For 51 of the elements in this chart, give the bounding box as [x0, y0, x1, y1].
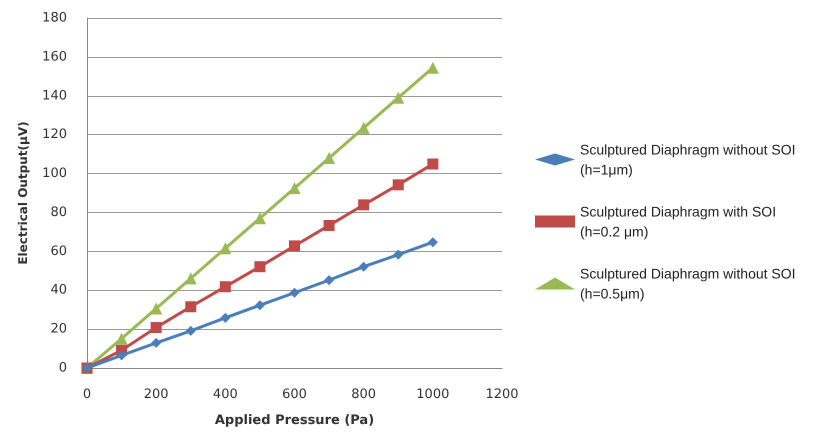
legend-label: Sculptured Diaphragm without SOI (h=0.5μm) — [580, 266, 800, 302]
y-tick-label: 40 — [50, 282, 67, 298]
x-tick-label: 0 — [82, 387, 92, 402]
point — [288, 182, 300, 194]
point — [220, 281, 231, 292]
y-tick-label: 0 — [58, 360, 67, 376]
point — [290, 288, 300, 298]
point — [254, 300, 265, 310]
point — [220, 312, 230, 323]
y-tick-label: 20 — [50, 322, 67, 337]
point — [254, 212, 266, 224]
point — [428, 237, 438, 248]
point — [116, 332, 128, 345]
point — [150, 302, 162, 314]
point — [324, 220, 335, 231]
point — [150, 322, 162, 334]
y-tick-label: 60 — [50, 244, 67, 259]
x-tick-label: 200 — [144, 387, 169, 402]
point — [358, 262, 369, 272]
point — [186, 326, 196, 336]
point — [426, 62, 439, 74]
y-tick-label: 180 — [42, 10, 67, 26]
point — [358, 122, 370, 134]
y-tick-label: 140 — [42, 88, 67, 104]
point — [358, 199, 370, 210]
x-tick-label: 1000 — [416, 387, 450, 402]
point — [254, 261, 266, 272]
point — [323, 152, 336, 164]
point — [185, 301, 196, 312]
legend-label: Sculptured Diaphragm with SOI (h=0.2 μm) — [580, 204, 780, 240]
point — [116, 350, 127, 360]
point — [324, 275, 334, 286]
x-axis-title: Applied Pressure (Pa) — [214, 413, 374, 428]
y-tick-label: 100 — [42, 166, 67, 182]
point — [393, 250, 404, 260]
point — [151, 338, 162, 348]
x-tick-label: 800 — [351, 387, 376, 402]
point — [392, 92, 404, 104]
y-tick-label: 80 — [50, 204, 67, 220]
y-axis-title: Electrical Output(μV) — [16, 121, 30, 265]
point — [219, 242, 232, 254]
y-tick-label: 120 — [42, 127, 67, 142]
y-tick-label: 160 — [42, 49, 67, 64]
x-tick-label: 1200 — [485, 387, 519, 402]
x-tick-label: 600 — [282, 387, 307, 402]
point — [289, 240, 300, 252]
point — [184, 272, 197, 284]
point — [392, 179, 404, 190]
point — [427, 158, 438, 170]
x-tick-label: 400 — [212, 387, 238, 402]
legend-label: Sculptured Diaphragm without SOI (h=1μm) — [580, 142, 800, 178]
